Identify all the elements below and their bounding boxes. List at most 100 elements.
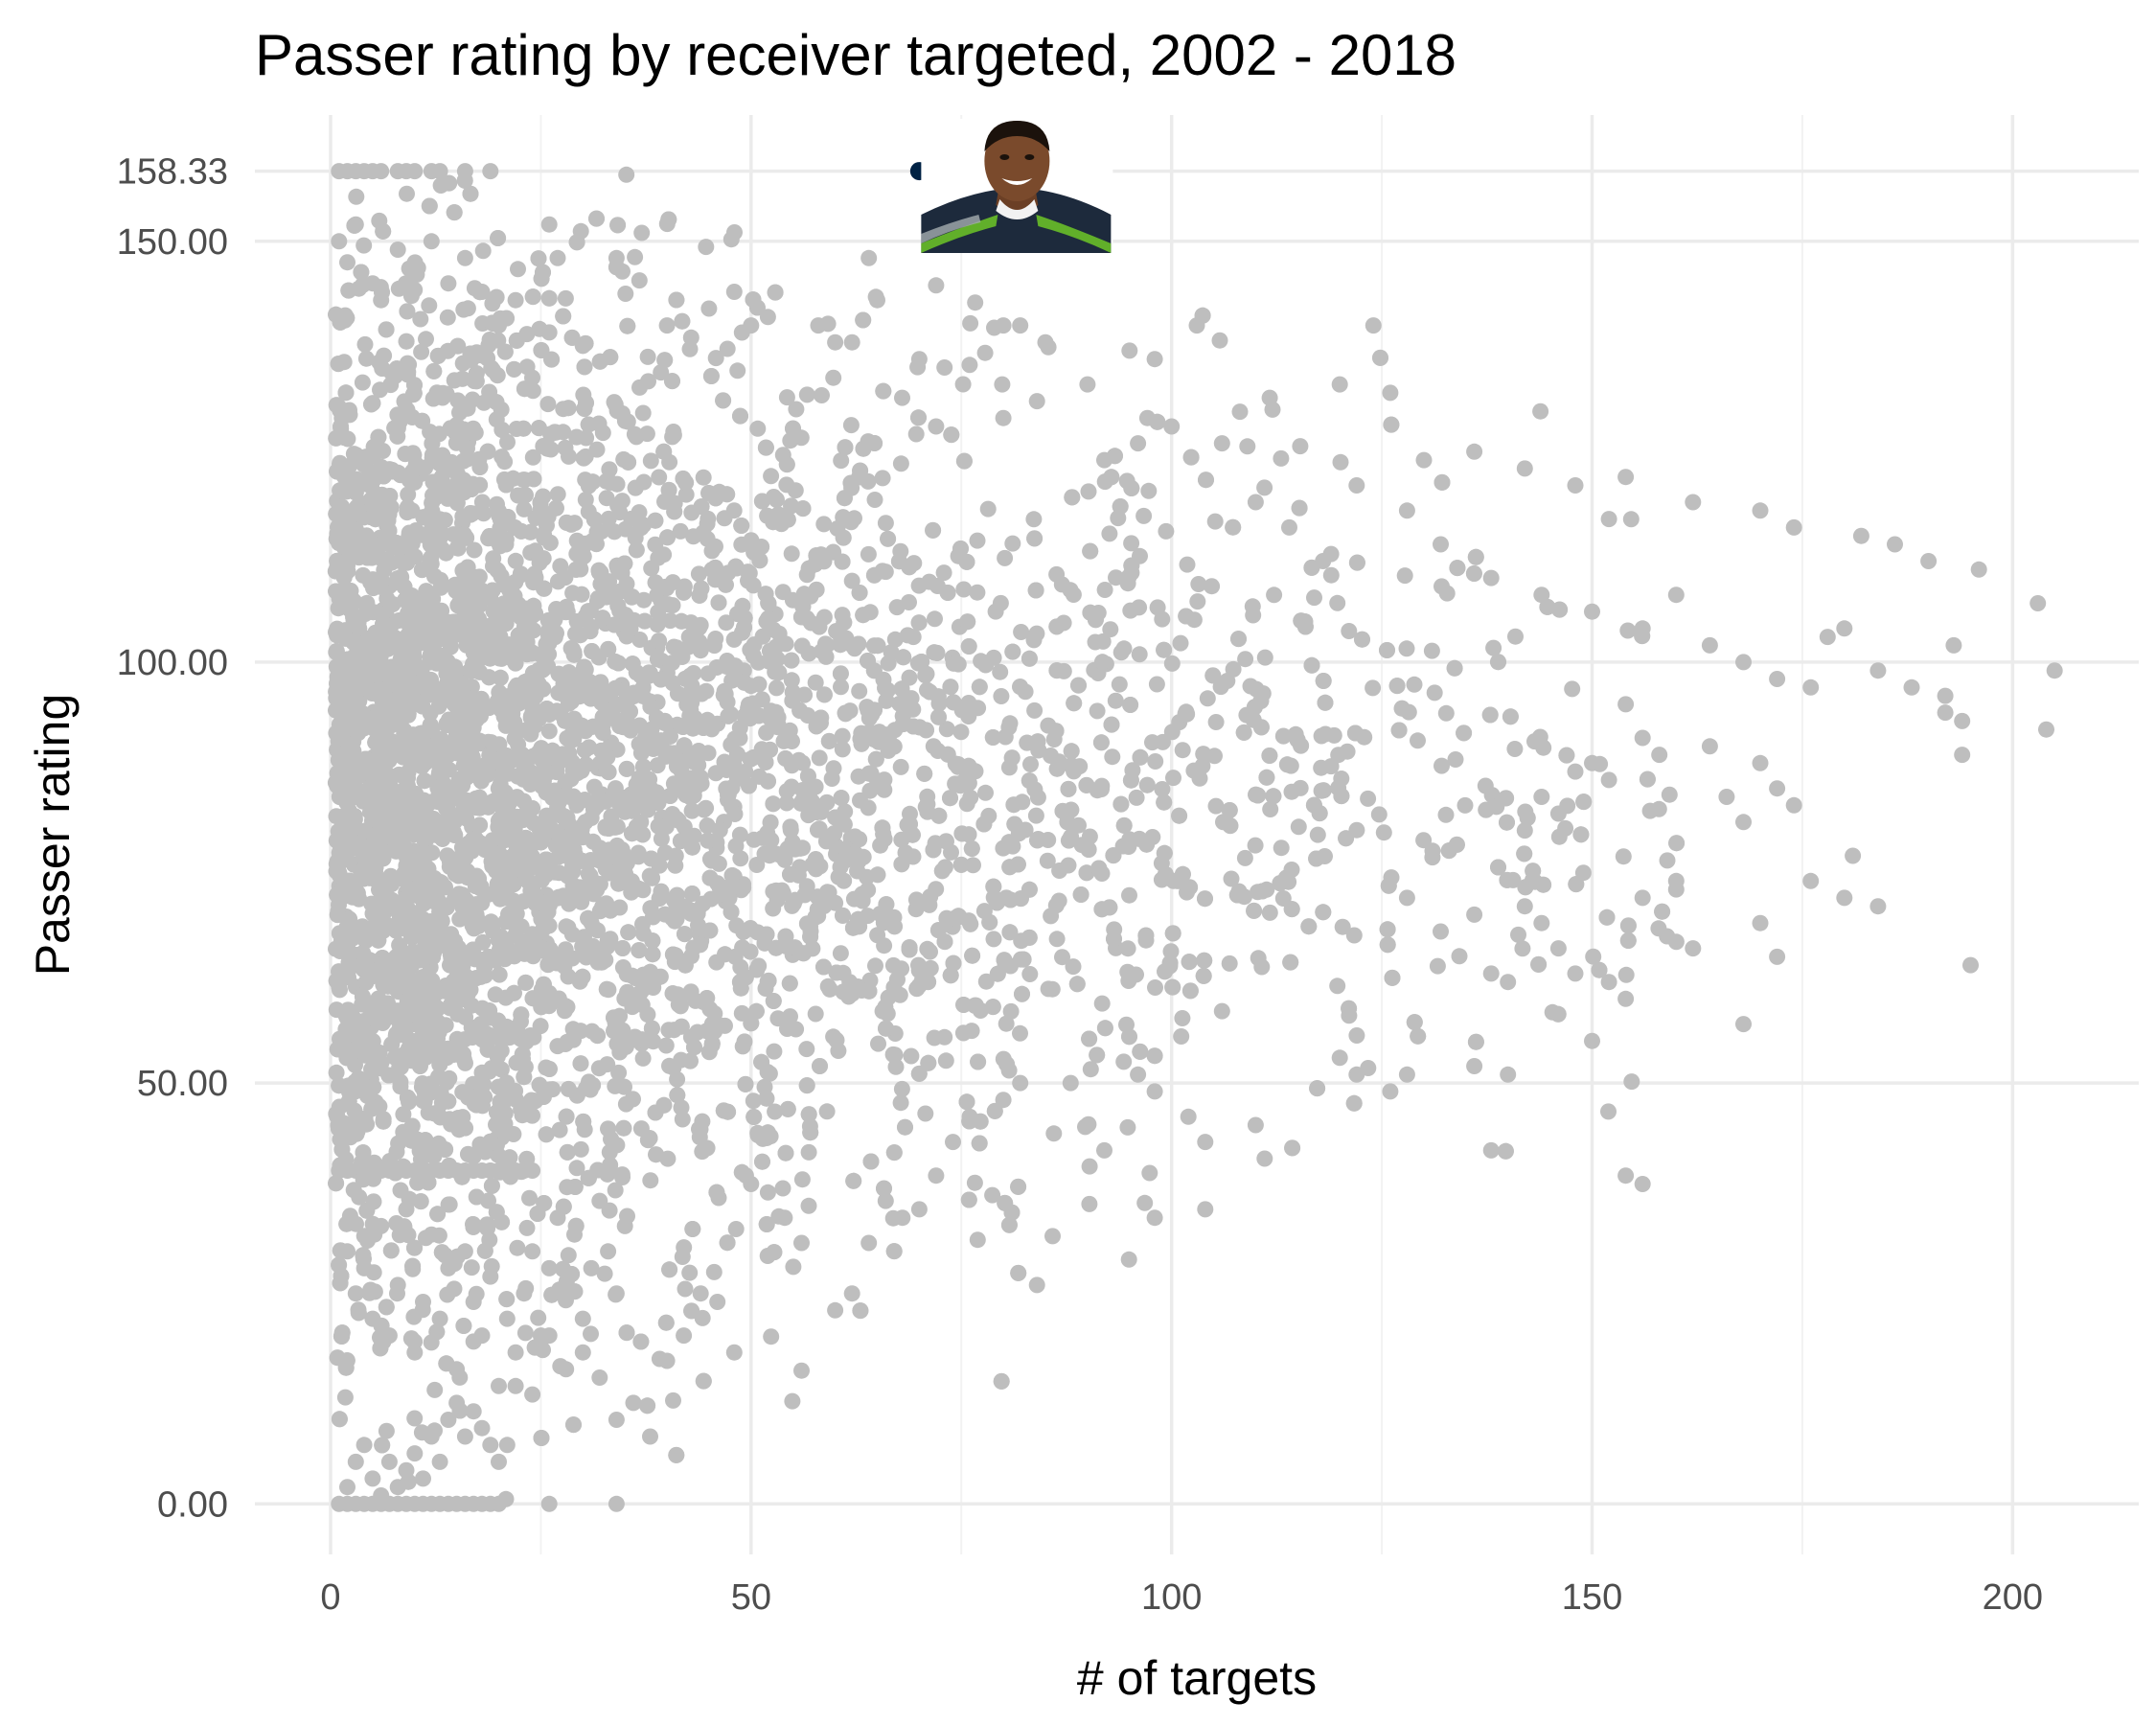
data-point <box>733 1163 750 1181</box>
data-point <box>1622 511 1640 528</box>
data-point <box>618 760 635 777</box>
data-point <box>1247 837 1264 854</box>
data-point <box>698 239 715 256</box>
data-point <box>631 379 648 396</box>
data-point <box>1315 673 1332 689</box>
data-point <box>860 545 877 563</box>
data-point <box>942 678 959 696</box>
data-point <box>1499 871 1516 888</box>
data-point <box>608 402 626 420</box>
data-point <box>702 890 720 908</box>
data-point <box>979 500 997 518</box>
data-point <box>1147 979 1163 996</box>
data-point <box>653 364 670 381</box>
data-point <box>707 350 724 367</box>
data-point <box>1102 621 1119 638</box>
data-point <box>1122 602 1139 619</box>
data-point <box>916 765 933 782</box>
data-point <box>1600 1103 1617 1120</box>
data-point <box>754 1153 770 1170</box>
data-point <box>1064 489 1081 506</box>
data-point <box>778 389 795 406</box>
data-point <box>561 695 577 712</box>
data-point <box>1334 918 1351 935</box>
data-point <box>807 674 824 691</box>
data-point <box>429 646 447 663</box>
data-point <box>1206 513 1224 530</box>
data-point <box>549 486 566 503</box>
data-point <box>1119 940 1136 957</box>
data-point <box>384 539 401 556</box>
data-point <box>732 850 749 867</box>
data-point <box>952 724 970 741</box>
data-point <box>977 656 995 674</box>
data-point <box>851 585 868 601</box>
data-point <box>766 1043 783 1060</box>
data-point <box>677 1280 694 1298</box>
data-point <box>1204 578 1221 595</box>
data-point <box>877 515 894 532</box>
data-point <box>1123 535 1140 552</box>
data-point <box>928 277 945 294</box>
data-point <box>1365 679 1382 697</box>
data-point <box>1146 1047 1163 1065</box>
data-point <box>551 1121 568 1138</box>
data-point <box>1667 933 1685 951</box>
x-tick-label: 200 <box>1983 1577 2043 1618</box>
data-point <box>690 565 707 583</box>
data-point <box>607 1182 624 1199</box>
data-point <box>540 324 558 341</box>
data-point <box>997 1194 1014 1211</box>
data-point <box>1121 1028 1137 1046</box>
data-point <box>939 746 956 763</box>
data-point <box>1048 931 1066 948</box>
data-point <box>676 737 693 754</box>
data-point <box>1189 593 1206 610</box>
data-point <box>700 745 717 762</box>
x-tick-label: 150 <box>1562 1577 1622 1618</box>
data-point <box>1426 684 1443 702</box>
data-point <box>757 439 774 456</box>
data-point <box>1619 622 1637 639</box>
data-point <box>893 1080 910 1097</box>
data-point <box>926 1029 943 1046</box>
data-point <box>760 772 776 790</box>
data-point <box>1499 814 1515 831</box>
data-point <box>1171 807 1188 824</box>
data-point <box>802 1124 819 1141</box>
data-point <box>1174 865 1191 883</box>
data-point <box>642 698 659 715</box>
data-point <box>1261 904 1278 921</box>
data-point <box>1406 1014 1423 1031</box>
data-point <box>672 522 689 540</box>
data-point <box>985 931 1002 948</box>
data-point <box>1154 610 1171 628</box>
data-point <box>1266 586 1283 604</box>
data-point <box>753 1053 770 1070</box>
data-point <box>516 1069 533 1086</box>
data-point <box>825 369 842 386</box>
data-point <box>491 966 508 983</box>
data-point <box>1434 757 1450 774</box>
data-point <box>1329 594 1346 611</box>
data-point <box>681 340 699 357</box>
data-point <box>955 452 973 470</box>
data-point <box>1283 901 1300 918</box>
data-point <box>381 704 399 722</box>
data-point <box>463 1259 480 1276</box>
y-tick-label: 150.00 <box>117 222 228 263</box>
data-point <box>619 413 636 430</box>
data-point <box>1668 835 1686 852</box>
data-point <box>753 493 770 510</box>
data-point <box>583 1325 599 1343</box>
data-point <box>333 1267 350 1284</box>
data-point <box>1021 929 1038 946</box>
data-point <box>1485 639 1502 656</box>
data-point <box>807 1005 824 1023</box>
data-point <box>1107 692 1124 709</box>
data-point <box>910 577 928 594</box>
data-point <box>375 1113 392 1130</box>
data-point <box>644 946 661 963</box>
data-point <box>506 360 522 378</box>
